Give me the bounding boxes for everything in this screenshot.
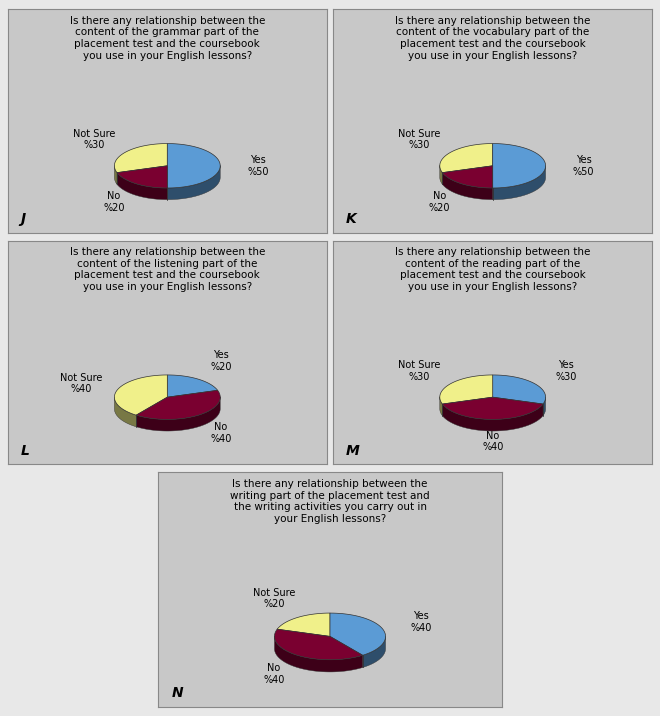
Text: M: M (346, 444, 360, 458)
Text: Is there any relationship between the
writing part of the placement test and
the: Is there any relationship between the wr… (230, 479, 430, 523)
Polygon shape (277, 613, 330, 637)
Text: Not Sure
%30: Not Sure %30 (73, 129, 115, 150)
Polygon shape (136, 390, 220, 420)
Polygon shape (330, 613, 385, 655)
Polygon shape (362, 637, 385, 667)
Text: Not Sure
%20: Not Sure %20 (253, 588, 295, 609)
Polygon shape (114, 375, 168, 415)
Polygon shape (440, 165, 442, 184)
Text: N: N (172, 686, 183, 700)
Polygon shape (543, 397, 546, 416)
Polygon shape (168, 143, 220, 188)
Text: Yes
%20: Yes %20 (210, 350, 232, 372)
Polygon shape (168, 165, 220, 200)
Text: Not Sure
%30: Not Sure %30 (398, 129, 440, 150)
Text: Not Sure
%40: Not Sure %40 (59, 372, 102, 395)
Text: Is there any relationship between the
content of the vocabulary part of the
plac: Is there any relationship between the co… (395, 16, 591, 61)
Polygon shape (440, 375, 492, 404)
Polygon shape (275, 636, 362, 672)
Text: Is there any relationship between the
content of the listening part of the
place: Is there any relationship between the co… (69, 247, 265, 292)
Text: Yes
%50: Yes %50 (573, 155, 595, 177)
Text: Yes
%30: Yes %30 (556, 360, 577, 382)
Polygon shape (440, 397, 442, 416)
Polygon shape (492, 143, 546, 188)
Polygon shape (492, 375, 546, 404)
Text: No
%40: No %40 (263, 663, 284, 685)
Polygon shape (442, 404, 543, 431)
Polygon shape (114, 143, 168, 173)
Text: Yes
%40: Yes %40 (410, 611, 432, 633)
Text: L: L (20, 444, 30, 458)
Polygon shape (114, 397, 136, 427)
Polygon shape (114, 165, 117, 184)
Polygon shape (117, 173, 168, 200)
Text: No
%40: No %40 (210, 422, 232, 444)
Text: J: J (20, 212, 26, 226)
Text: No
%20: No %20 (428, 191, 450, 213)
Polygon shape (275, 629, 362, 659)
Polygon shape (117, 166, 168, 188)
Polygon shape (440, 143, 492, 173)
Text: K: K (346, 212, 357, 226)
Text: No
%20: No %20 (103, 191, 125, 213)
Text: Yes
%50: Yes %50 (248, 155, 269, 177)
Polygon shape (492, 165, 546, 200)
Text: Not Sure
%30: Not Sure %30 (398, 360, 440, 382)
Polygon shape (136, 397, 220, 431)
Polygon shape (168, 375, 218, 397)
Polygon shape (442, 173, 492, 200)
Text: No
%40: No %40 (482, 431, 504, 453)
Text: Is there any relationship between the
content of the reading part of the
placeme: Is there any relationship between the co… (395, 247, 591, 292)
Polygon shape (442, 397, 543, 420)
Polygon shape (442, 166, 492, 188)
Text: Is there any relationship between the
content of the grammar part of the
placeme: Is there any relationship between the co… (69, 16, 265, 61)
